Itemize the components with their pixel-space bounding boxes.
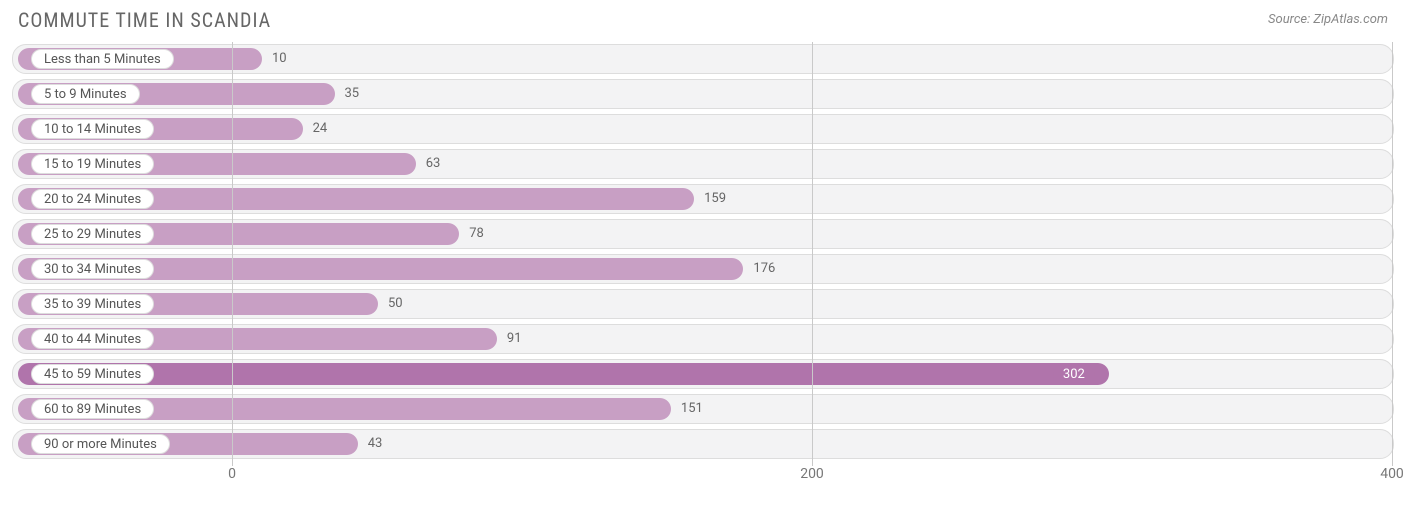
bar-category-label: 35 to 39 Minutes — [31, 294, 154, 314]
bar-category-label: 45 to 59 Minutes — [31, 364, 154, 384]
bar-value-label: 302 — [1053, 364, 1095, 384]
bar-value-label: 35 — [345, 80, 360, 108]
bar-row: 40 to 44 Minutes 91 — [12, 324, 1394, 354]
bar-category-label: 25 to 29 Minutes — [31, 224, 154, 244]
x-axis-tick-label: 400 — [1380, 466, 1404, 482]
chart-area: Less than 5 Minutes 10 5 to 9 Minutes 35 10 … — [12, 44, 1394, 484]
bar-value-label: 176 — [753, 255, 775, 283]
bar-row: 25 to 29 Minutes 78 — [12, 219, 1394, 249]
x-axis-tick-label: 200 — [800, 466, 824, 482]
bar-row: 45 to 59 Minutes 302 — [12, 359, 1394, 389]
bar-row: 90 or more Minutes 43 — [12, 429, 1394, 459]
bar-row: 30 to 34 Minutes 176 — [12, 254, 1394, 284]
bar-fill — [18, 363, 1109, 385]
bar-value-label: 24 — [313, 115, 328, 143]
bar-value-label: 63 — [426, 150, 441, 178]
x-axis-tick-label: 0 — [228, 466, 236, 482]
bar-category-label: Less than 5 Minutes — [31, 49, 174, 69]
bar-value-label: 91 — [507, 325, 522, 353]
chart-header: COMMUTE TIME IN SCANDIA Source: ZipAtlas… — [0, 0, 1406, 44]
bar-category-label: 10 to 14 Minutes — [31, 119, 154, 139]
bar-container: Less than 5 Minutes 10 5 to 9 Minutes 35 10 … — [12, 44, 1394, 459]
bar-category-label: 15 to 19 Minutes — [31, 154, 154, 174]
bar-value-label: 151 — [681, 395, 703, 423]
bar-value-label: 159 — [704, 185, 726, 213]
bar-value-label: 10 — [272, 45, 287, 73]
bar-category-label: 30 to 34 Minutes — [31, 259, 154, 279]
bar-row: 20 to 24 Minutes 159 — [12, 184, 1394, 214]
bar-category-label: 60 to 89 Minutes — [31, 399, 154, 419]
bar-category-label: 20 to 24 Minutes — [31, 189, 154, 209]
bar-value-label: 50 — [388, 290, 403, 318]
bar-category-label: 5 to 9 Minutes — [31, 84, 140, 104]
bar-row: 5 to 9 Minutes 35 — [12, 79, 1394, 109]
x-axis: 0200400 — [12, 464, 1394, 488]
bar-category-label: 40 to 44 Minutes — [31, 329, 154, 349]
chart-title: COMMUTE TIME IN SCANDIA — [18, 8, 271, 32]
bar-row: 60 to 89 Minutes 151 — [12, 394, 1394, 424]
bar-value-label: 43 — [368, 430, 383, 458]
bar-category-label: 90 or more Minutes — [31, 434, 170, 454]
bar-row: 15 to 19 Minutes 63 — [12, 149, 1394, 179]
bar-row: 10 to 14 Minutes 24 — [12, 114, 1394, 144]
bar-value-label: 78 — [469, 220, 484, 248]
chart-source: Source: ZipAtlas.com — [1268, 8, 1388, 27]
bar-row: Less than 5 Minutes 10 — [12, 44, 1394, 74]
bar-row: 35 to 39 Minutes 50 — [12, 289, 1394, 319]
